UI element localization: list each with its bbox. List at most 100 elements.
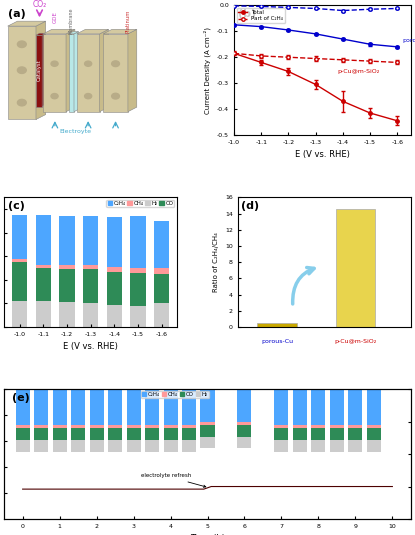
Bar: [330, 425, 344, 428]
Bar: [12, 215, 27, 258]
Bar: [145, 389, 159, 425]
Text: GDE: GDE: [52, 11, 57, 23]
Bar: [90, 389, 104, 425]
Text: porous-Cu: porous-Cu: [261, 339, 293, 344]
Polygon shape: [103, 34, 128, 112]
Bar: [71, 440, 85, 452]
Y-axis label: Current Density (A cm⁻²): Current Density (A cm⁻²): [204, 27, 212, 114]
Bar: [59, 216, 75, 264]
Circle shape: [112, 61, 120, 66]
Polygon shape: [128, 29, 137, 112]
Bar: [274, 425, 288, 428]
Bar: [237, 425, 251, 437]
Bar: [34, 425, 48, 428]
Bar: [12, 301, 27, 327]
Bar: [59, 302, 75, 327]
Polygon shape: [69, 34, 74, 112]
Bar: [16, 440, 29, 452]
Polygon shape: [77, 34, 100, 112]
Bar: [154, 274, 169, 303]
Bar: [293, 389, 307, 425]
Bar: [237, 437, 251, 448]
Bar: [200, 437, 215, 448]
Bar: [53, 428, 67, 440]
Bar: [59, 269, 75, 302]
Bar: [12, 258, 27, 262]
Bar: [53, 440, 67, 452]
Bar: [293, 428, 307, 440]
Bar: [164, 440, 178, 452]
Bar: [145, 428, 159, 440]
Bar: [53, 425, 67, 428]
Bar: [108, 389, 122, 425]
Bar: [330, 440, 344, 452]
Bar: [348, 389, 362, 425]
Bar: [107, 304, 122, 327]
Bar: [107, 267, 122, 272]
Bar: [200, 422, 215, 425]
Bar: [311, 425, 325, 428]
Text: (c): (c): [7, 201, 24, 211]
Circle shape: [85, 94, 92, 99]
Text: porous-Cu: porous-Cu: [403, 37, 415, 43]
Bar: [164, 428, 178, 440]
Bar: [34, 428, 48, 440]
Bar: [130, 268, 146, 273]
Bar: [367, 389, 381, 425]
Bar: [36, 264, 51, 268]
Polygon shape: [36, 33, 46, 35]
Bar: [127, 425, 141, 428]
Polygon shape: [43, 29, 75, 34]
Bar: [90, 440, 104, 452]
Bar: [330, 389, 344, 425]
Bar: [237, 422, 251, 425]
Y-axis label: Ratio of C₂H₄/CH₄: Ratio of C₂H₄/CH₄: [213, 232, 220, 292]
Bar: [367, 425, 381, 428]
Bar: [348, 440, 362, 452]
Bar: [182, 428, 196, 440]
Bar: [83, 269, 98, 303]
Circle shape: [51, 94, 58, 99]
Bar: [182, 389, 196, 425]
Bar: [36, 215, 51, 264]
Bar: [348, 428, 362, 440]
Circle shape: [17, 67, 26, 73]
Bar: [83, 264, 98, 269]
Bar: [257, 323, 297, 327]
Bar: [59, 264, 75, 269]
Text: Membrane: Membrane: [68, 7, 73, 34]
Bar: [127, 428, 141, 440]
Bar: [311, 428, 325, 440]
Polygon shape: [69, 32, 78, 34]
Bar: [108, 440, 122, 452]
Text: (d): (d): [241, 201, 259, 211]
Bar: [336, 210, 376, 327]
Bar: [164, 389, 178, 425]
Bar: [293, 425, 307, 428]
Bar: [36, 268, 51, 301]
Bar: [130, 273, 146, 306]
Polygon shape: [100, 29, 108, 112]
Legend: Total, Part of C₂H₄: Total, Part of C₂H₄: [237, 8, 285, 23]
Bar: [107, 217, 122, 267]
Bar: [83, 216, 98, 264]
Bar: [348, 425, 362, 428]
Bar: [200, 389, 215, 422]
Bar: [16, 389, 29, 425]
Text: electrolyte refresh: electrolyte refresh: [141, 473, 206, 487]
Circle shape: [17, 41, 26, 48]
Bar: [16, 428, 29, 440]
Bar: [237, 389, 251, 422]
Legend: C₂H₄, CH₄, H₂, CO: C₂H₄, CH₄, H₂, CO: [106, 200, 174, 207]
Bar: [145, 425, 159, 428]
Bar: [127, 389, 141, 425]
Bar: [330, 428, 344, 440]
Circle shape: [112, 93, 120, 99]
Bar: [311, 389, 325, 425]
Bar: [16, 425, 29, 428]
Text: p-Cu@m-SiO₂: p-Cu@m-SiO₂: [334, 339, 377, 344]
Bar: [71, 389, 85, 425]
Bar: [83, 303, 98, 327]
Polygon shape: [8, 26, 36, 119]
X-axis label: E (V vs. RHE): E (V vs. RHE): [295, 150, 350, 159]
